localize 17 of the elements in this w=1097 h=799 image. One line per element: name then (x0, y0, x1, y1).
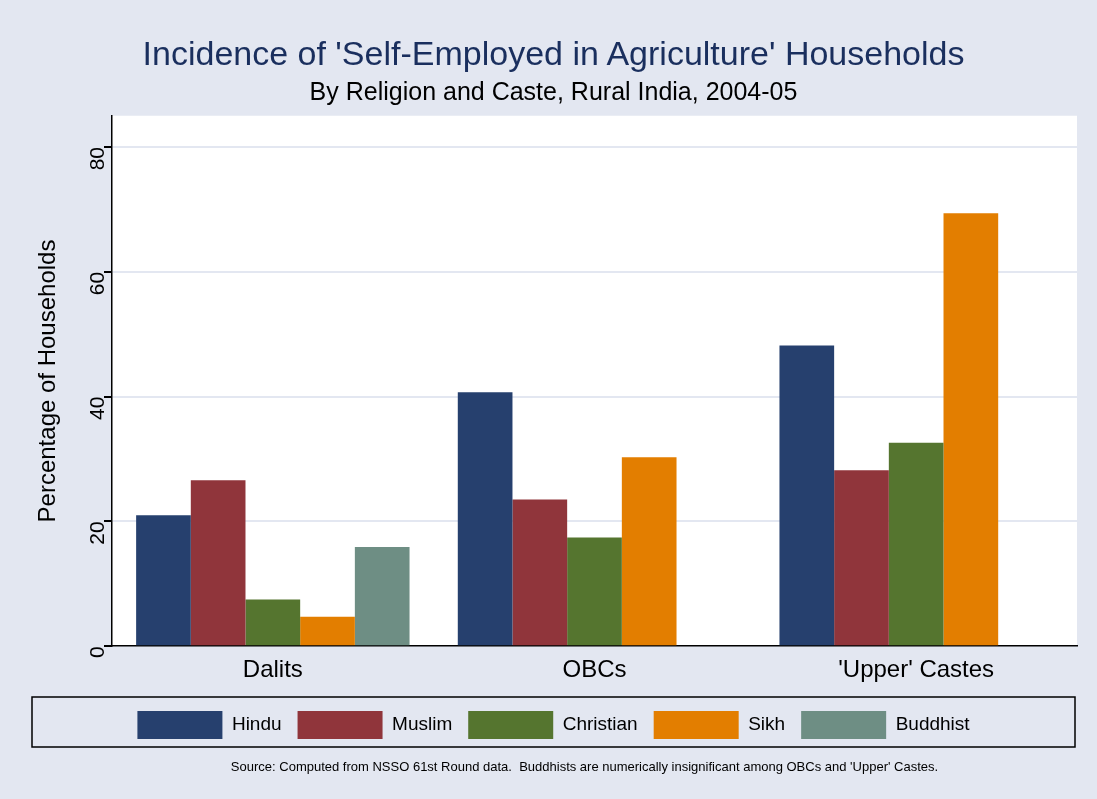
y-tick-label: 40 (84, 396, 108, 420)
legend-label: Buddhist (895, 713, 971, 735)
legend-label: Muslim (392, 713, 453, 735)
source-note: Source: Computed from NSSO 61st Round data. Buddhists are numerically insignificant among OBCs and 'Upper' Castes. (230, 758, 939, 774)
legend-label: Sikh (748, 713, 786, 735)
x-tick-label: Dalits (242, 655, 303, 683)
y-axis-title: Percentage of Households (33, 239, 61, 523)
legend-label: Christian (562, 713, 638, 735)
y-tick-label: 20 (84, 521, 108, 545)
legend-label: Hindu (231, 713, 282, 735)
y-tick-label: 60 (84, 271, 108, 296)
chart-subtitle: By Religion and Caste, Rural India, 2004-05 (309, 76, 798, 105)
chart-title: Incidence of 'Self-Employed in Agriculture' Households (142, 33, 965, 72)
y-tick-label: 80 (84, 147, 108, 171)
x-tick-label: OBCs (562, 655, 627, 683)
y-tick-label: 0 (84, 646, 108, 658)
x-tick-label: 'Upper' Castes (838, 655, 995, 683)
